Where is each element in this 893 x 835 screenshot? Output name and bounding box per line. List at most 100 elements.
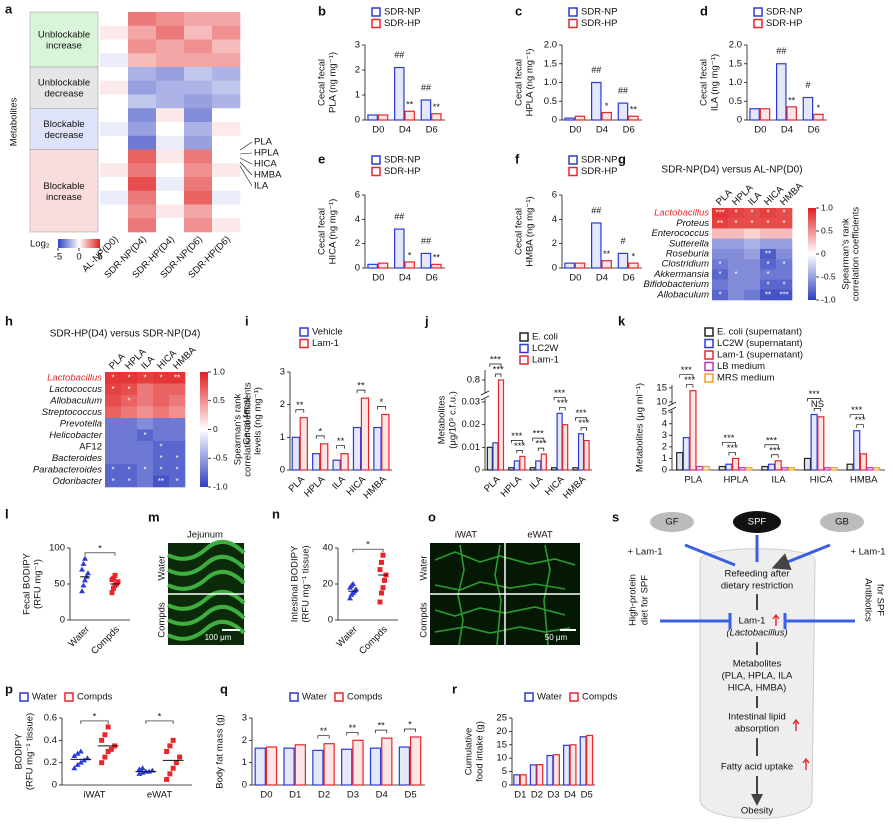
heatmap-cell [776,208,793,219]
point [71,765,78,771]
panel-letter: o [428,509,436,524]
heatmap-cell [137,418,154,430]
scale-label: 100 μm [205,633,232,642]
heatmap-cell [121,383,138,396]
bar [312,749,324,786]
x-tick-label: D4 [399,125,411,136]
bar [552,754,560,786]
heatmap-cell [760,218,777,229]
y-tick-label: 0.02 [462,419,481,430]
heatmap-cell [776,228,793,239]
bar [738,467,746,471]
panel-letter: p [5,681,13,696]
heatmap-cell [105,406,122,419]
bar [583,439,590,471]
bar [749,108,760,121]
sig-bracket [575,417,587,421]
heatmap-cell [128,67,157,82]
bar [564,117,575,121]
cell-star: ** [765,250,771,259]
bar [601,111,612,121]
x-tick-label: D2 [318,790,330,801]
y-tick-label: 2.0 [544,40,557,51]
cell-star: * [127,385,130,394]
x-tick-label: iWAT [83,790,105,801]
heatmap-cell [169,395,186,407]
heatmap-cell [169,441,186,453]
y-axis-label: HICA (ng mg⁻¹) [328,199,339,265]
x-tick-label: eWAT [147,790,173,801]
y-tick-label: 0 [475,465,480,476]
group-box [29,66,99,109]
y-axis-label: PLA (ng mg⁻¹) [328,52,339,113]
bar [689,390,697,471]
x-tick-label: D5 [581,790,593,801]
y-axis-label: (RFU mg⁻¹ tissue) [301,545,312,622]
panel-letter: s [612,509,619,524]
treatment: + Lam-1 [850,547,885,558]
sig-label: ** [349,723,357,734]
sig-bracket [315,435,325,439]
heatmap-cell [712,238,729,250]
heatmap-cell [100,12,129,27]
legend-label: SDR-NP [384,7,420,18]
sig-label: *** [554,388,565,399]
heatmap-cell [121,418,138,430]
bar [590,81,602,121]
legend-label: SDR-NP [384,155,420,166]
heatmap-cell [128,80,157,95]
heatmap-cell [212,108,241,123]
bar [381,413,390,471]
sig-bracket [295,409,305,413]
step: (Lactobacillus) [726,628,787,639]
x-tick-label: D0 [372,273,384,284]
cell-star: * [159,465,162,474]
heatmap-cell [100,149,129,164]
heatmap-cell [776,269,793,280]
tissue [167,540,246,641]
cell-star: * [766,209,769,218]
legend-swatch [299,327,309,337]
y-tick-label: 100 [49,543,65,554]
bar-label: ** [788,95,796,105]
point [347,595,353,601]
bar-label: # [805,80,810,90]
heatmap-cell [728,218,745,229]
heatmap-cell [105,383,122,396]
heatmap-cell [156,108,185,123]
legend-swatch [334,692,344,702]
bar [519,455,526,471]
point [71,752,78,758]
cell-star: * [718,260,721,269]
x-tick-label: HPLA [302,474,328,500]
x-tick-label: Water [334,624,359,649]
point [80,560,87,566]
colorbar-label: correlation coefficients [851,207,862,302]
point [111,575,116,581]
legend-swatch [371,155,381,165]
sig-bracket [856,424,864,428]
cell-star: * [734,270,737,279]
y-axis-label: Cecal fecal [317,59,328,106]
heatmap-cell [184,108,213,123]
sig-bracket [807,398,822,402]
y-tick-label: 10 [496,753,507,764]
point [139,765,146,771]
y-axis-label: Cecal fecal [317,208,328,255]
y-tick-label: 20 [496,726,507,737]
heatmap-cell [169,372,186,384]
cell-star: * [766,280,769,289]
x-tick-label: ILA [771,475,786,486]
heatmap-cell [212,12,241,27]
panel-letter: e [318,151,325,166]
point [79,566,85,572]
bar [394,228,405,269]
heatmap-cell [212,39,241,54]
bar [617,102,629,121]
sig-label: *** [557,398,568,409]
heatmap-cell [100,94,129,109]
cell-star: * [782,280,785,289]
bar-label: ** [630,105,638,115]
bar [556,412,563,471]
bar-label: * [408,250,412,260]
